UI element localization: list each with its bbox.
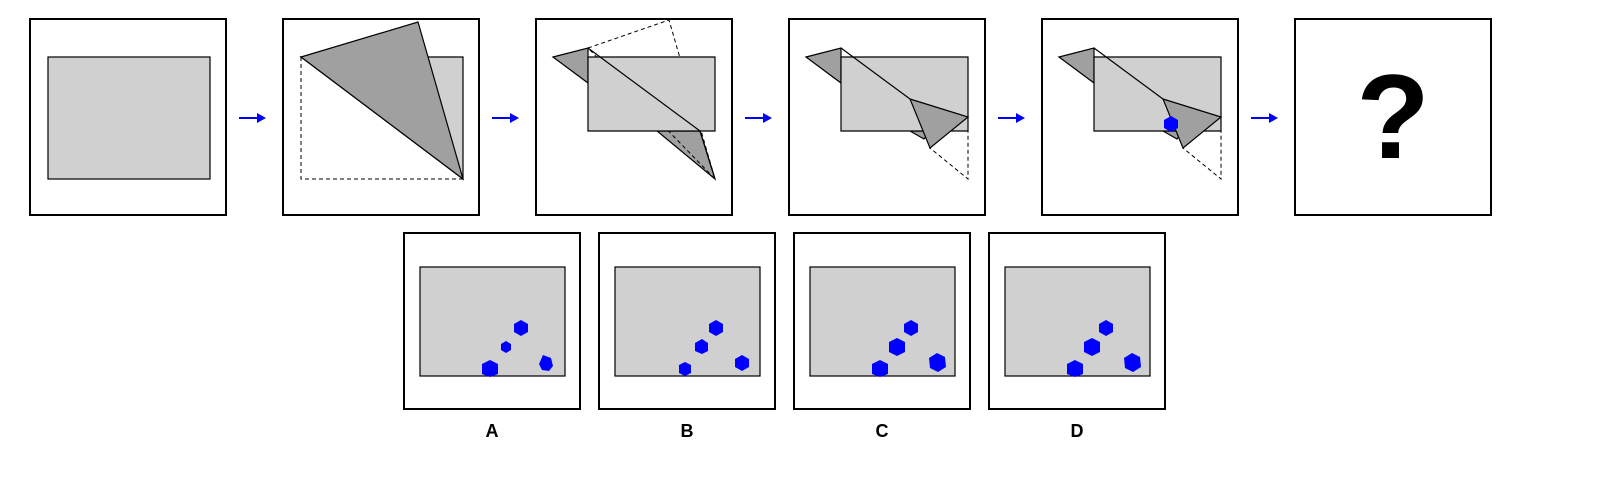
option-b-figure [614,266,761,377]
arrow-1-icon [239,113,266,123]
hole-icon [1099,320,1113,336]
step-3-panel [535,18,733,216]
hole-icon [889,338,905,356]
question-mark: ? [1356,50,1430,184]
option-d-label: D [1070,421,1084,441]
option-a-label: A [485,421,499,441]
punched-hole-icon [1164,116,1178,132]
option-c-label: C [875,421,889,441]
option-a-panel[interactable] [403,232,581,410]
arrow-4-icon [998,113,1025,123]
option-c-panel[interactable] [793,232,971,410]
hole-icon [679,362,691,376]
step-1-figure [47,56,211,180]
option-a-figure [419,266,566,377]
step-2-figure [299,21,465,181]
step-4-figure [804,47,970,181]
folded-flap-left [804,47,842,85]
option-b-label: B [680,421,694,441]
option-d-figure [1004,266,1151,377]
paper-sheet [614,266,761,377]
option-b-panel[interactable] [598,232,776,410]
hole-icon [1067,360,1083,377]
hole-icon [735,355,749,371]
hole-icon [482,360,498,377]
arrow-5-icon [1251,113,1278,123]
answer-panel: ? [1294,18,1492,216]
hole-icon [501,341,511,353]
folded-flap-bottom [655,130,717,181]
hole-icon [514,320,528,336]
paper-sheet [587,56,716,132]
paper-sheet [47,56,211,180]
step-4-panel [788,18,986,216]
hole-icon [539,355,553,371]
step-1-panel [29,18,227,216]
hole-icon [695,339,708,354]
step-2-panel [282,18,480,216]
hole-icon [1084,338,1100,356]
step-3-figure [551,20,717,181]
option-d-panel[interactable] [988,232,1166,410]
arrow-2-icon [492,113,519,123]
folded-flap [299,21,465,181]
arrow-3-icon [745,113,772,123]
step-5-panel [1041,18,1239,216]
folded-flap-left [1057,47,1095,85]
folded-flap-left [551,47,589,85]
folded-flap-corner [908,98,970,149]
paper-sheet [419,266,566,377]
hole-icon [709,320,723,336]
hole-icon [1124,353,1141,372]
step-5-figure [1057,47,1223,181]
hole-icon [872,360,888,377]
hole-icon [904,320,918,336]
hole-icon [929,353,946,372]
option-c-figure [809,266,956,377]
